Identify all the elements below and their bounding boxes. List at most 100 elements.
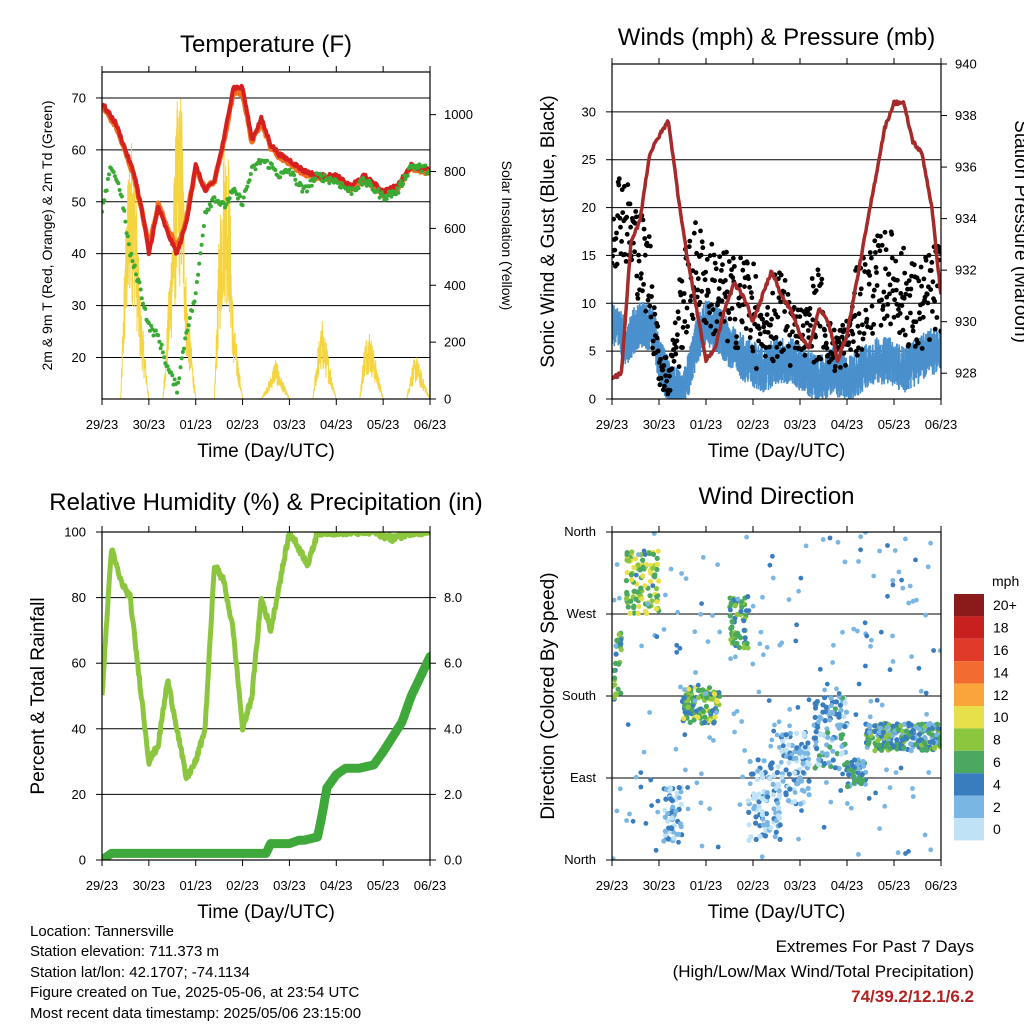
direction-point	[776, 745, 782, 750]
gust-point	[713, 266, 719, 272]
extremes-values: 74/39.2/12.1/6.2	[851, 987, 974, 1006]
x-tick-label: 30/23	[133, 878, 166, 893]
dewpoint-point	[196, 272, 201, 277]
direction-point	[798, 778, 805, 784]
direction-point	[654, 555, 660, 562]
gust-point	[869, 303, 875, 309]
dewpoint-point	[183, 336, 188, 341]
direction-point	[757, 833, 763, 840]
direction-point	[830, 660, 835, 665]
direction-point	[613, 651, 619, 657]
dewpoint-point	[253, 167, 258, 172]
x-tick-label: 05/23	[367, 878, 400, 893]
direction-point	[786, 742, 792, 748]
direction-point	[676, 785, 682, 791]
direction-point	[893, 770, 899, 775]
y-tick-label: 80	[72, 590, 86, 605]
location-text: Location: Tannersville	[30, 923, 174, 940]
gust-point	[832, 364, 838, 369]
gust-point	[729, 306, 735, 311]
direction-point	[903, 851, 908, 856]
y-right-tick-label: 934	[955, 211, 977, 226]
gust-point	[884, 294, 890, 300]
direction-point	[750, 661, 756, 667]
data-layer	[612, 532, 941, 860]
y-right-tick-label: 800	[444, 164, 466, 179]
direction-point	[662, 807, 668, 813]
direction-point	[887, 667, 893, 673]
direction-point	[663, 796, 669, 802]
gust-point	[697, 299, 703, 305]
gust-point	[751, 261, 756, 267]
dewpoint-point	[122, 208, 127, 213]
direction-point	[628, 572, 635, 578]
dewpoint-point	[126, 242, 131, 247]
direction-point	[692, 698, 698, 704]
direction-point	[903, 536, 908, 542]
gust-point	[930, 279, 936, 285]
direction-point	[863, 663, 868, 669]
gust-point	[632, 220, 638, 226]
gust-point	[660, 387, 666, 393]
direction-point	[793, 638, 799, 644]
dewpoint-point	[269, 162, 274, 167]
direction-point	[783, 790, 789, 796]
direction-point	[623, 596, 630, 602]
direction-point	[635, 610, 641, 617]
direction-point	[937, 742, 941, 748]
direction-point	[673, 746, 679, 752]
direction-point	[629, 549, 635, 555]
dewpoint-point	[178, 365, 183, 370]
gust-point	[730, 255, 736, 261]
x-axis-label: Time (Day/UTC)	[197, 441, 335, 462]
direction-point	[864, 633, 870, 639]
direction-point	[714, 710, 719, 715]
gust-point	[861, 331, 867, 336]
direction-point	[908, 741, 914, 747]
gust-point	[832, 368, 838, 374]
gust-point	[749, 295, 755, 301]
gust-point	[848, 347, 853, 352]
gust-point	[786, 343, 791, 349]
series-station-pressure	[612, 99, 941, 380]
gust-point	[681, 299, 686, 304]
dewpoint-point	[426, 168, 430, 173]
gust-point	[896, 307, 901, 312]
direction-point	[825, 730, 831, 736]
recent-text: Most recent data timestamp: 2025/05/06 2…	[30, 1004, 362, 1022]
direction-point	[732, 729, 737, 735]
gust-point	[774, 344, 780, 350]
dewpoint-point	[107, 172, 111, 177]
direction-point	[750, 603, 756, 609]
gust-point	[938, 328, 941, 334]
direction-point	[841, 713, 847, 720]
gust-point	[887, 291, 892, 297]
gust-point	[638, 275, 644, 281]
colorbar-swatch	[954, 795, 984, 818]
direction-point	[822, 695, 828, 701]
direction-point	[885, 543, 890, 548]
colorbar-swatch	[954, 616, 984, 639]
gust-point	[817, 323, 823, 329]
gust-point	[622, 252, 628, 257]
direction-point	[734, 611, 740, 618]
gust-point	[899, 303, 905, 308]
dewpoint-point	[137, 280, 142, 285]
direction-point	[851, 626, 857, 632]
gust-point	[737, 282, 743, 288]
direction-point	[651, 532, 657, 536]
direction-point	[856, 559, 861, 564]
gust-point	[870, 293, 876, 299]
gust-point	[906, 342, 912, 347]
direction-point	[762, 833, 769, 839]
dewpoint-point	[423, 163, 428, 168]
gust-point	[706, 289, 711, 295]
dewpoint-point	[226, 199, 231, 204]
direction-point	[877, 725, 883, 731]
gust-point	[785, 292, 791, 297]
direction-point	[728, 656, 733, 662]
direction-point	[770, 553, 775, 559]
gust-point	[867, 250, 873, 255]
direction-point	[646, 550, 653, 557]
direction-point	[866, 729, 873, 735]
